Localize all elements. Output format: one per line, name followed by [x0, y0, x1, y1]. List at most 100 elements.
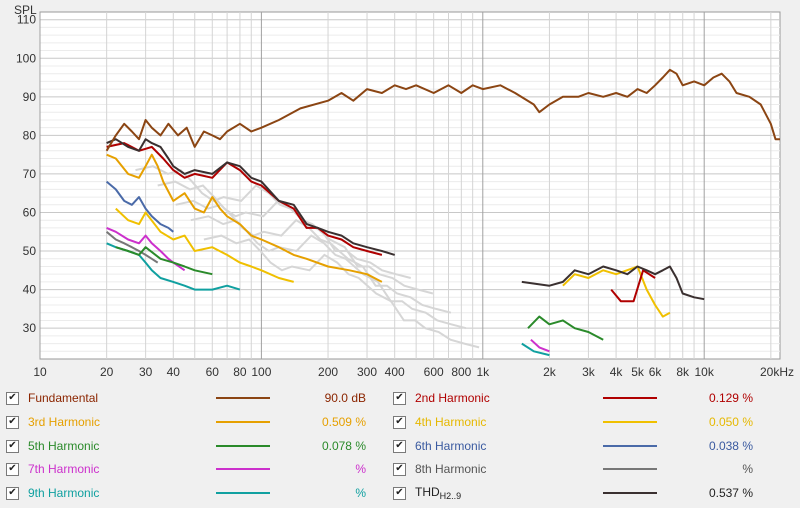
y-tick-label: 50	[23, 244, 37, 258]
checkbox-4th-harmonic[interactable]: ✔	[393, 415, 406, 429]
legend-item-2nd-harmonic[interactable]: ✔ 2nd Harmonic 0.129 %	[393, 388, 753, 408]
checkbox-thd[interactable]: ✔	[393, 486, 406, 500]
legend-label: Fundamental	[28, 391, 99, 405]
x-tick-label: 100	[251, 365, 271, 379]
checkbox-fundamental[interactable]: ✔	[6, 391, 19, 405]
legend-item-thd[interactable]: ✔ THDH2..9 0.537 %	[393, 483, 753, 503]
x-tick-label: 30	[139, 365, 153, 379]
legend-label: 4th Harmonic	[415, 415, 487, 429]
series-line-h6	[105, 180, 174, 233]
legend-item-5th-harmonic[interactable]: ✔ 5th Harmonic 0.078 %	[6, 436, 366, 456]
checkbox-5th-harmonic[interactable]: ✔	[6, 439, 19, 453]
y-tick-label: 110	[17, 13, 36, 27]
checkbox-6th-harmonic[interactable]: ✔	[393, 439, 406, 453]
x-tick-label: 800	[451, 365, 471, 379]
checkbox-2nd-harmonic[interactable]: ✔	[393, 391, 406, 405]
legend-swatch	[216, 445, 270, 447]
legend-item-9th-harmonic[interactable]: ✔ 9th Harmonic %	[6, 483, 366, 503]
series-line-h3	[106, 153, 383, 283]
legend-item-8th-harmonic[interactable]: ✔ 8th Harmonic %	[393, 459, 753, 479]
thd-label-main: THD	[415, 485, 440, 499]
x-tick-label: 2k	[543, 365, 557, 379]
x-tick-label: 300	[357, 365, 377, 379]
legend-item-4th-harmonic[interactable]: ✔ 4th Harmonic 0.050 %	[393, 412, 753, 432]
legend-item-6th-harmonic[interactable]: ✔ 6th Harmonic 0.038 %	[393, 436, 753, 456]
legend-label: 7th Harmonic	[28, 462, 100, 476]
grid	[39, 12, 780, 359]
legend-value: 0.509 %	[321, 415, 366, 429]
x-unit-label: 20kHz	[760, 365, 794, 379]
checkbox-3rd-harmonic[interactable]: ✔	[6, 415, 19, 429]
series-line-h4	[562, 265, 671, 318]
series-line-h9	[521, 342, 550, 357]
legend-value: %	[355, 486, 366, 500]
y-tick-label: 90	[23, 90, 37, 104]
legend-label: 8th Harmonic	[415, 462, 487, 476]
x-tick-label: 10k	[695, 365, 715, 379]
series-line-h7	[530, 338, 550, 353]
legend-value: 0.038 %	[708, 439, 753, 453]
y-tick-label: 40	[23, 283, 37, 297]
legend-item-fundamental[interactable]: ✔ Fundamental 90.0 dB	[6, 388, 366, 408]
legend-swatch	[603, 492, 657, 494]
y-tick-label: 100	[16, 51, 36, 65]
series-lines	[105, 68, 780, 357]
x-tick-label: 80	[233, 365, 247, 379]
y-tick-label: 80	[23, 128, 37, 142]
series-line-h5	[115, 246, 213, 276]
y-tick-label: 60	[23, 205, 37, 219]
y-tick-labels: 30 40 50 60 70 80 90 100 110	[16, 13, 36, 335]
y-axis-label: SPL	[14, 3, 37, 17]
legend-value: %	[742, 462, 753, 476]
distortion-chart: 30 40 50 60 70 80 90 100 110 10 20 30 40 60 80 100 200 3…	[14, 3, 794, 379]
x-tick-label: 3k	[582, 365, 596, 379]
legend-swatch	[216, 468, 270, 470]
checkbox-9th-harmonic[interactable]: ✔	[6, 486, 19, 500]
legend-item-7th-harmonic[interactable]: ✔ 7th Harmonic %	[6, 459, 366, 479]
legend-item-3rd-harmonic[interactable]: ✔ 3rd Harmonic 0.509 %	[6, 412, 366, 432]
x-tick-label: 600	[424, 365, 444, 379]
legend-swatch	[216, 397, 270, 399]
x-tick-label: 1k	[476, 365, 490, 379]
legend-value: 0.050 %	[708, 415, 753, 429]
legend-label: THDH2..9	[415, 485, 603, 501]
legend-value: %	[355, 462, 366, 476]
legend-swatch	[603, 397, 657, 399]
checkbox-8th-harmonic[interactable]: ✔	[393, 462, 406, 476]
legend-value: 0.078 %	[321, 439, 366, 453]
background-trace	[175, 199, 452, 314]
series-line-thd	[521, 265, 705, 301]
x-tick-label: 8k	[676, 365, 690, 379]
x-tick-label: 5k	[631, 365, 645, 379]
y-tick-label: 70	[23, 167, 37, 181]
legend-value: 0.537 %	[708, 486, 753, 500]
legend-label: 3rd Harmonic	[28, 415, 101, 429]
legend: ✔ Fundamental 90.0 dB ✔ 3rd Harmonic 0.5…	[0, 388, 800, 508]
legend-label: 9th Harmonic	[28, 486, 100, 500]
x-tick-label: 4k	[610, 365, 624, 379]
series-line-h4	[115, 207, 294, 283]
x-tick-label: 6k	[649, 365, 663, 379]
legend-label: 2nd Harmonic	[415, 391, 490, 405]
plot-background	[39, 11, 781, 360]
legend-label: 5th Harmonic	[28, 439, 100, 453]
y-tick-label: 30	[23, 321, 37, 335]
x-tick-label: 20	[100, 365, 114, 379]
x-tick-labels: 10 20 30 40 60 80 100 200 300 400 600 800 1k 2k 3k 4k 5k…	[33, 365, 715, 379]
legend-swatch	[216, 421, 270, 423]
x-tick-label: 40	[167, 365, 181, 379]
legend-label: 6th Harmonic	[415, 439, 487, 453]
thd-label-subscript: H2..9	[439, 491, 462, 501]
series-line-h5	[527, 315, 604, 341]
legend-swatch	[603, 468, 657, 470]
checkbox-7th-harmonic[interactable]: ✔	[6, 462, 19, 476]
x-tick-label: 60	[206, 365, 220, 379]
legend-value: 0.129 %	[708, 391, 753, 405]
legend-value: 90.0 dB	[324, 391, 366, 405]
series-line-h2	[610, 269, 656, 303]
legend-swatch	[603, 421, 657, 423]
background-trace	[135, 165, 411, 279]
x-tick-label: 10	[33, 365, 47, 379]
series-line-h7	[106, 226, 186, 272]
x-tick-label: 200	[318, 365, 338, 379]
